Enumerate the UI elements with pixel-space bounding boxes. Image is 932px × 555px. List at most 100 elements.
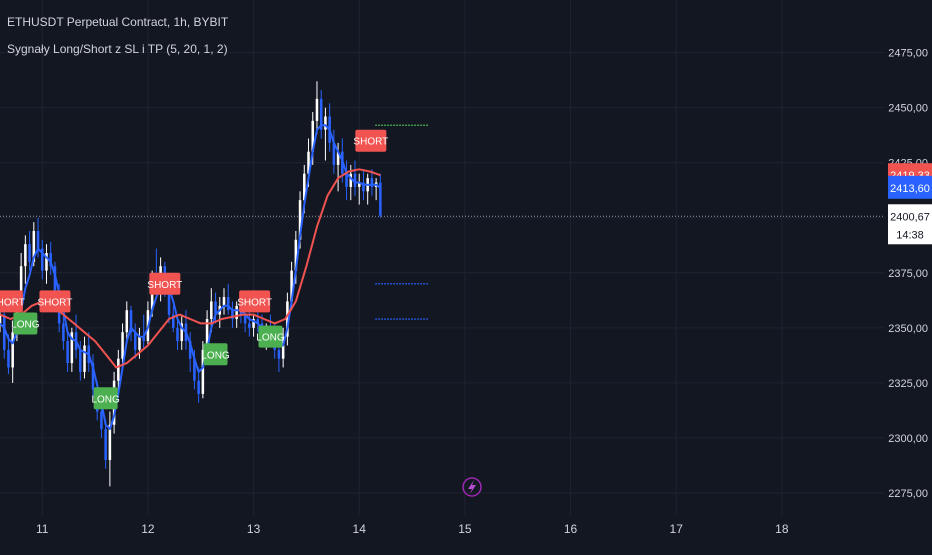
long-signal-label: LONG [91,387,120,410]
short-signal-label: SHORT [353,129,388,152]
candle-body [19,266,23,306]
candle-body [214,301,217,315]
candle-body [281,336,285,359]
candle-body [235,305,238,320]
indicator-title: Sygnały Long/Short z SL i TP (5, 20, 1, … [7,42,228,56]
signal-label-box [93,387,118,410]
signal-label-box [39,290,71,313]
candle-body [294,239,298,271]
candle-body [370,178,374,187]
candle-body [319,98,323,130]
candle-body [11,332,14,368]
x-tick-label: 11 [36,522,49,536]
candle-body [353,173,357,187]
signal-label-text: LONG [256,333,285,344]
signal-label-box [0,290,23,313]
candle-body [180,323,183,342]
x-tick-label: 18 [775,522,789,536]
candle-body [315,98,319,121]
candle-body [226,297,230,311]
candle-body [172,314,175,328]
y-tick-label: 2300,00 [888,433,928,445]
candle-body [133,332,137,350]
lightning-icon [462,477,482,497]
last-price-badge-bg [888,204,932,245]
signal-label-box [149,272,181,295]
candle-body [193,358,196,381]
y-tick-label: 2450,00 [888,103,928,115]
short-signal-label: SHORT [38,290,73,313]
signal-label-text: LONG [201,350,230,361]
fast-ma-price-badge-bg [888,175,932,199]
candle-body [243,314,247,324]
candle-body [100,411,103,430]
x-tick-label: 16 [564,522,578,536]
candle-body [79,349,82,372]
candle-body [36,230,40,249]
candle-body [205,319,209,350]
y-tick-label: 2275,00 [888,488,928,500]
signal-label-text: LONG [11,319,40,330]
candle-body [231,310,234,320]
candle-body [252,319,255,328]
candle-body [324,116,327,130]
candle-body [332,142,336,165]
signal-label-text: SHORT [353,137,388,148]
long-signal-label: LONG [256,325,285,348]
y-tick-label: 2325,00 [888,378,928,390]
candle-body [91,363,95,390]
candle-body [222,297,226,306]
candle-body [32,230,36,262]
countdown-badge: 14:38 [896,229,924,241]
candle-body [349,173,353,187]
candle-body [49,252,52,267]
candle-body [286,301,289,337]
x-tick-label: 12 [141,522,155,536]
candle-body [117,358,120,381]
candle-body [167,292,171,315]
candle-body [66,341,69,364]
last-price-badge: 2400,67 [890,211,930,223]
short-signal-label: SHORT [147,272,182,295]
candle-body [53,266,57,298]
y-tick-label: 2350,00 [888,323,928,335]
candle-body [277,349,281,359]
short-signal-label: SHORT [237,290,272,313]
x-tick-label: 13 [247,522,261,536]
candle-body [210,301,213,320]
candle-body [345,173,348,187]
slow-ma-line [0,168,381,369]
candle-body [108,424,112,460]
candle-body [357,182,361,187]
candle-body [311,120,315,152]
candle-body [248,323,251,328]
candle-body [256,319,260,324]
candle-body [7,349,10,368]
signal-label-text: SHORT [237,297,272,308]
candle-body [379,182,382,216]
signal-label-text: SHORT [38,297,73,308]
fast-ma-price-badge: 2413,60 [890,183,930,195]
signal-label-box [355,129,387,152]
y-tick-label: 2475,00 [888,48,928,60]
x-tick-label: 15 [458,522,472,536]
candle-body [40,248,44,271]
long-signal-label: LONG [11,312,40,335]
candle-body [0,314,2,324]
candle-body [24,244,27,267]
lightning-icon-bolt [468,480,476,494]
candle-body [125,310,129,333]
signal-label-text: SHORT [0,297,25,308]
lightning-icon-circle [462,477,482,497]
candle-body [201,349,205,394]
candle-body [142,336,145,342]
signal-label-box [203,343,228,366]
candle-body [83,345,86,372]
candle-body [197,380,200,394]
long-signal-label: LONG [201,343,230,366]
x-tick-label: 17 [670,522,684,536]
signal-label-box [258,325,283,348]
candle-body [176,327,179,342]
